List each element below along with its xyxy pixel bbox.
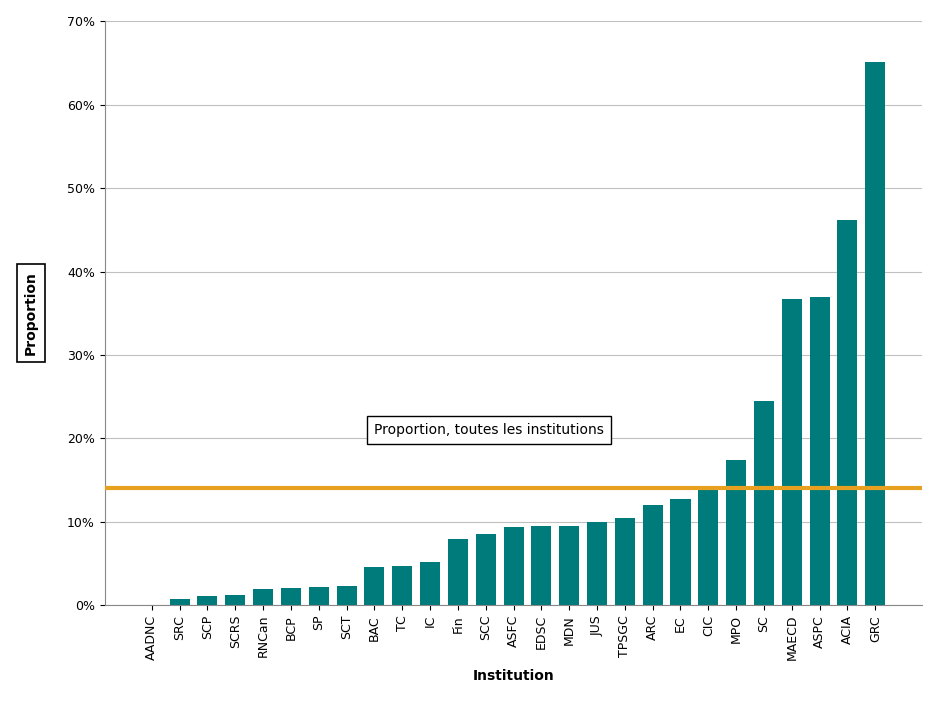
Bar [281,587,301,605]
Bar [809,298,829,605]
Bar [559,526,579,605]
Bar [587,522,607,605]
Bar [670,499,690,605]
Bar [337,586,357,605]
Bar [698,488,718,605]
Text: Proportion, toutes les institutions: Proportion, toutes les institutions [375,423,604,437]
Bar [448,539,468,605]
Bar [782,299,802,605]
Bar [615,518,635,605]
Bar [865,62,885,605]
Text: Proportion: Proportion [24,271,38,355]
Bar [727,460,747,605]
Bar [309,587,329,605]
Bar [754,401,774,605]
Bar [503,527,524,605]
Bar [532,526,552,605]
Bar [420,562,440,605]
Bar [838,220,858,605]
Bar [225,595,245,605]
Bar [643,505,663,605]
X-axis label: Institution: Institution [473,669,554,683]
Bar [476,534,495,605]
Bar [253,590,273,605]
Bar [169,600,189,605]
Bar [392,566,412,605]
Bar [364,567,384,605]
Bar [198,596,218,605]
